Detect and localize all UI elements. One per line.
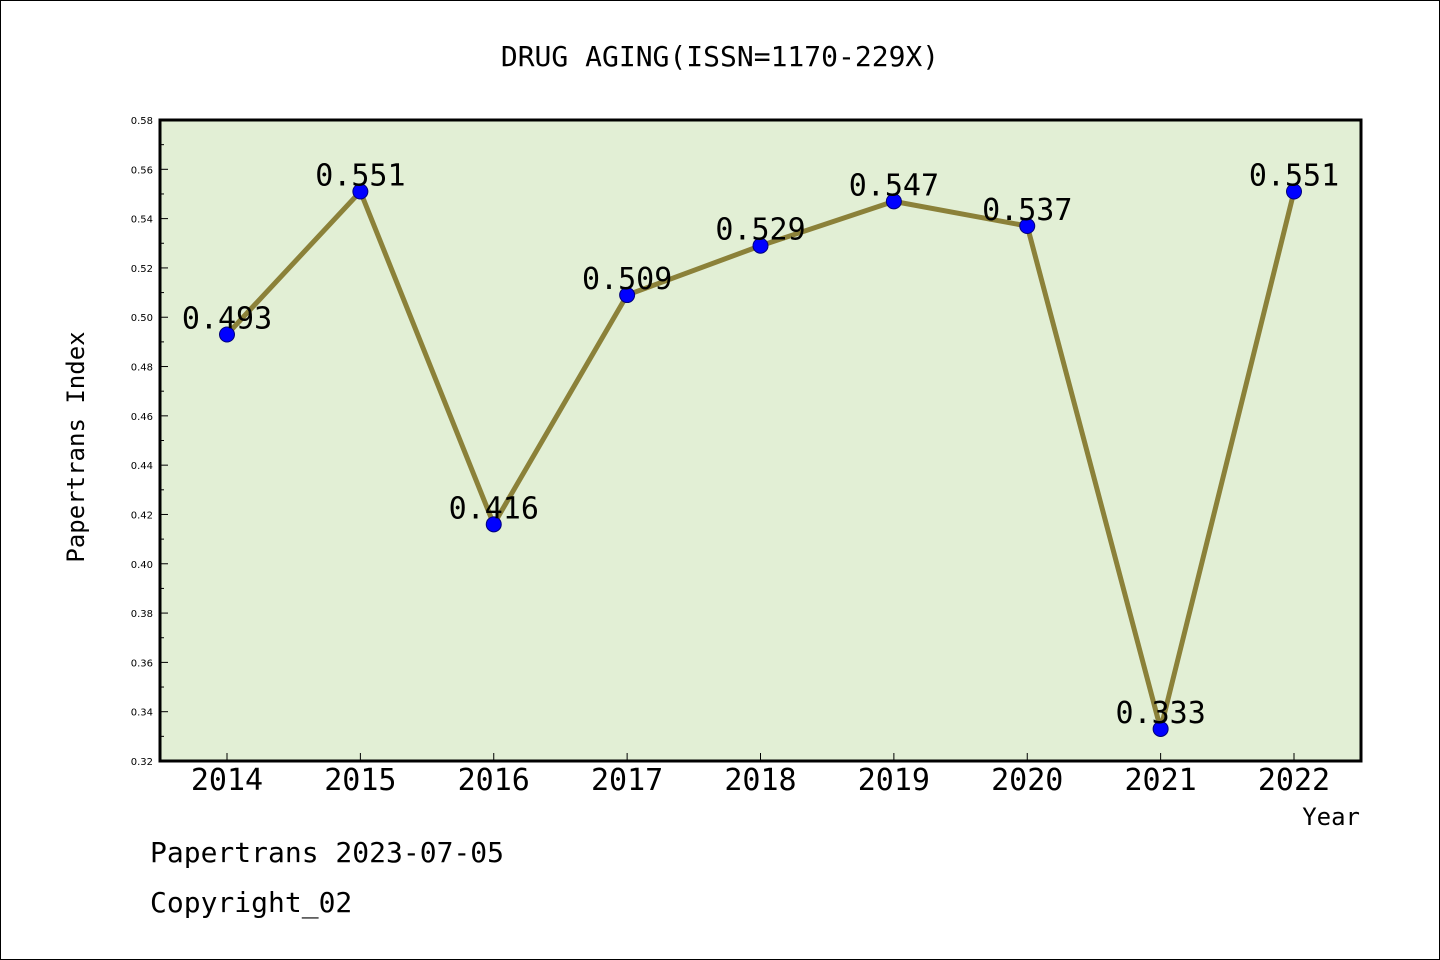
y-tick-label: 0.38 xyxy=(131,609,153,620)
data-label: 0.551 xyxy=(315,158,405,193)
x-tick-label: 2017 xyxy=(591,763,663,798)
data-point xyxy=(219,326,235,343)
y-tick-label: 0.42 xyxy=(131,510,153,521)
y-axis-ticks: 0.32 0.34 0.36 0.38 0.40 0.42 0.44 0.46 0.48 0.50… xyxy=(131,116,168,768)
data-point xyxy=(352,183,369,200)
x-tick-label: 2014 xyxy=(191,763,263,798)
y-tick-label: 0.40 xyxy=(131,560,153,571)
x-tick-label: 2022 xyxy=(1258,763,1330,798)
x-axis-ticks: 2014 2015 2016 2017 2018 2019 2020 2021 2022 xyxy=(191,753,1330,798)
data-label: 0.493 xyxy=(182,301,272,336)
data-label: 0.333 xyxy=(1115,696,1205,731)
x-axis-label: Year xyxy=(1302,803,1360,831)
data-label-group: 0.493 0.551 0.416 0.509 0.529 0.547 0.537 0.333… xyxy=(182,158,1339,730)
series-group xyxy=(219,183,1302,737)
data-point xyxy=(752,237,769,254)
x-tick-label: 2021 xyxy=(1125,763,1197,798)
y-tick-label: 0.36 xyxy=(131,658,153,669)
footer-date: Papertrans 2023-07-05 xyxy=(150,836,505,869)
y-axis-label: Papertrans Index xyxy=(62,331,90,562)
data-label: 0.509 xyxy=(582,262,672,297)
y-tick-label: 0.50 xyxy=(131,313,153,324)
x-tick-label: 2015 xyxy=(324,763,396,798)
x-tick-label: 2019 xyxy=(858,763,930,798)
x-tick-label: 2020 xyxy=(991,763,1063,798)
data-label: 0.529 xyxy=(715,213,805,248)
y-tick-label: 0.46 xyxy=(131,412,153,423)
y-tick-label: 0.48 xyxy=(131,363,153,374)
data-point xyxy=(619,287,636,304)
data-point xyxy=(1019,218,1036,235)
footer-copyright: Copyright_02 xyxy=(150,886,353,919)
data-label: 0.416 xyxy=(449,491,539,526)
data-point xyxy=(485,516,502,533)
chart-title: DRUG AGING(ISSN=1170-229X) xyxy=(501,40,939,73)
data-label: 0.551 xyxy=(1249,158,1339,193)
y-tick-label: 0.58 xyxy=(131,116,153,127)
x-tick-label: 2018 xyxy=(724,763,796,798)
plot-area xyxy=(158,118,1363,763)
y-tick-label: 0.44 xyxy=(131,461,153,472)
y-tick-label: 0.34 xyxy=(131,708,153,719)
y-tick-label: 0.52 xyxy=(131,264,153,275)
data-label: 0.537 xyxy=(982,193,1072,228)
y-tick-label: 0.54 xyxy=(131,215,153,226)
data-point xyxy=(885,193,902,210)
y-tick-label: 0.32 xyxy=(131,757,153,768)
y-tick-label: 0.56 xyxy=(131,165,153,176)
data-label: 0.547 xyxy=(849,168,939,203)
x-tick-label: 2016 xyxy=(458,763,530,798)
data-point xyxy=(1286,183,1302,200)
data-point xyxy=(1152,720,1169,737)
